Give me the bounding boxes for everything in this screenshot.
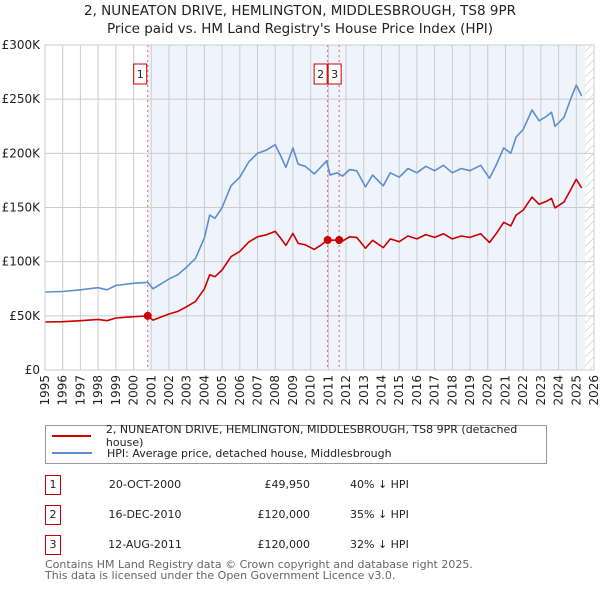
x-tick-label: 2000 [127,375,141,406]
chart-subtitle: Price paid vs. HM Land Registry's House … [107,21,493,37]
sale-label: 1 [137,68,144,81]
sale-label: 3 [331,68,338,81]
y-tick-label: £250K [2,92,42,106]
transaction-price: £49,950 [264,478,311,491]
footer-copyright: Contains HM Land Registry data © Crown c… [45,558,473,571]
x-tick-label: 2017 [428,375,442,406]
x-tick-label: 2014 [374,375,388,406]
plot-border [44,44,595,371]
x-tick-label: 2018 [445,375,459,406]
transaction-date: 20-OCT-2000 [108,478,182,491]
legend: 2, NUNEATON DRIVE, HEMLINGTON, MIDDLESBR… [45,423,547,464]
x-tick-label: 2008 [268,375,282,406]
hpi-series-line [44,84,583,293]
x-tick-label: 2005 [215,375,229,406]
transaction-row: 2 16-DEC-2010 £120,000 35% ↓ HPI [45,505,445,525]
chart-title: 2, NUNEATON DRIVE, HEMLINGTON, MIDDLESBR… [84,3,516,19]
x-tick-label: 1999 [109,375,123,406]
transaction-number: 1 [45,475,61,495]
y-tick-label: £150K [2,201,42,215]
x-tick-label: 2021 [498,375,512,406]
sale-label-box [133,63,148,85]
transaction-hpi: 35% ↓ HPI [350,508,409,521]
transaction-hpi: 40% ↓ HPI [350,478,409,491]
x-tick-label: 2026 [587,375,600,406]
transaction-price: £120,000 [257,538,311,551]
x-tick-label: 1997 [73,375,87,406]
sale-point [143,311,152,320]
x-tick-label: 2024 [552,375,566,406]
y-tick-label: £300K [2,38,42,52]
x-tick-label: 2023 [534,375,548,406]
x-tick-label: 2010 [304,375,318,406]
sale-point [335,236,344,244]
sale-point [323,236,332,244]
x-tick-label: 2015 [392,375,406,406]
x-tick-label: 2011 [321,375,335,406]
x-tick-label: 2020 [481,375,495,406]
transaction-number: 2 [45,505,61,525]
transaction-date: 16-DEC-2010 [108,508,182,521]
sale-label: 2 [317,68,324,81]
transaction-row: 1 20-OCT-2000 £49,950 40% ↓ HPI [45,475,445,495]
x-tick-label: 2004 [197,375,211,406]
transaction-hpi: 32% ↓ HPI [350,538,409,551]
x-tick-label: 2001 [144,375,158,406]
price-chart: 1995 1996 1997 1998 1999 2000 2001 2002 2003 2004… [2,38,600,406]
x-tick-label: 1995 [38,375,52,406]
legend-property-label: 2, NUNEATON DRIVE, HEMLINGTON, MIDDLESBR… [105,423,518,449]
x-tick-label: 2012 [339,375,353,406]
x-tick-label: 2007 [251,375,265,406]
y-tick-label: £50K [9,309,41,323]
x-tick-label: 2025 [569,375,583,406]
x-tick-label: 1998 [91,375,105,406]
transaction-row: 3 12-AUG-2011 £120,000 32% ↓ HPI [45,535,445,555]
x-tick-label: 2019 [463,375,477,406]
y-tick-label: £200K [2,146,42,160]
footer-licence: This data is licensed under the Open Gov… [45,569,396,582]
transaction-price: £120,000 [257,508,311,521]
transaction-number: 3 [45,535,61,555]
x-tick-label: 2009 [286,375,300,406]
legend-hpi-line [52,452,92,454]
sale-label-box [313,63,328,85]
property-series-line [44,178,583,323]
y-tick-label: £100K [2,255,42,269]
x-tick-label: 1996 [56,375,70,406]
footer: Contains HM Land Registry data © Crown c… [45,559,473,581]
x-tick-label: 2003 [180,375,194,406]
x-tick-label: 2002 [162,375,176,406]
transaction-date: 12-AUG-2011 [108,538,182,551]
x-tick-label: 2022 [516,375,530,406]
x-tick-label: 2016 [410,375,424,406]
x-tick-label: 2013 [357,375,371,406]
legend-hpi-label: HPI: Average price, detached house, Midd… [107,446,392,460]
sale-label-box [327,63,342,85]
legend-property-line [52,435,91,437]
y-tick-label: £0 [25,363,40,377]
x-tick-label: 2006 [233,375,247,406]
